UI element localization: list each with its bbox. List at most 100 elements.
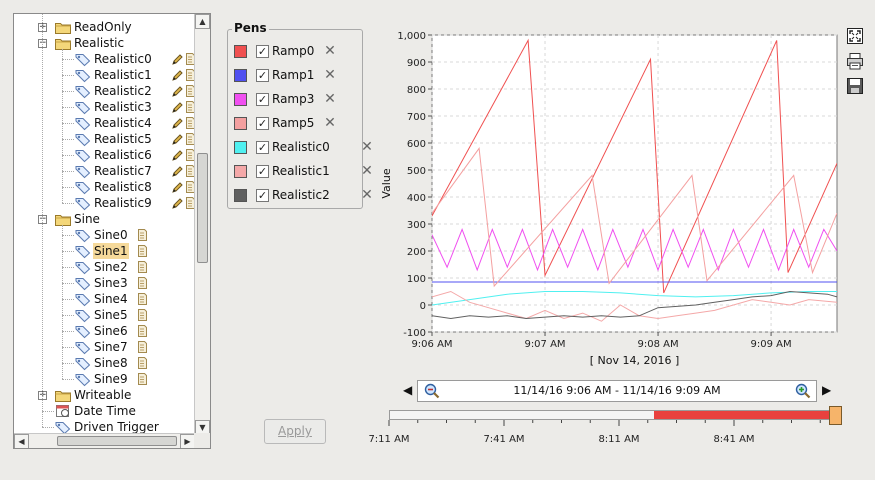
tree-item-sine1[interactable]: Sine1: [14, 243, 195, 259]
remove-pen-icon[interactable]: ✕: [361, 139, 373, 155]
pen-visible-checkbox[interactable]: ✓: [256, 117, 269, 130]
tree-item-sine8[interactable]: Sine8: [14, 355, 195, 371]
print-icon[interactable]: [846, 52, 864, 70]
tag-icon: [74, 115, 92, 131]
tree-item-sine2[interactable]: Sine2: [14, 259, 195, 275]
remove-pen-icon[interactable]: ✕: [361, 163, 373, 179]
apply-button[interactable]: Apply: [264, 419, 326, 444]
horizontal-scroll-thumb[interactable]: [57, 436, 177, 446]
fit-to-screen-icon[interactable]: [846, 27, 864, 45]
tag-icon: [74, 307, 92, 323]
trend-chart[interactable]: 1,0009008007006005004003002001000-1009:0…: [365, 20, 875, 375]
folder-icon: [54, 35, 72, 51]
scroll-up-button[interactable]: ▲: [195, 14, 210, 29]
series-line-realistic1[interactable]: [432, 290, 837, 322]
date-time-icon: [54, 403, 72, 419]
pen-color-swatch[interactable]: [234, 141, 247, 154]
tag-icon: [74, 323, 92, 339]
remove-pen-icon[interactable]: ✕: [324, 115, 336, 131]
slider-tick-label: 7:41 AM: [483, 434, 524, 445]
pen-row-realistic1: ✓ Realistic1 ✕: [234, 162, 373, 180]
remove-pen-icon[interactable]: ✕: [361, 187, 373, 203]
tree-connector: [62, 235, 74, 236]
tag-browser-tree[interactable]: + ReadOnly − Realistic Realistic0 Realistic1 R…: [13, 13, 211, 449]
pen-visible-checkbox[interactable]: ✓: [256, 45, 269, 58]
tree-connector: [42, 14, 43, 427]
date-range-slider-handle[interactable]: [829, 406, 842, 425]
pen-visible-checkbox[interactable]: ✓: [256, 93, 269, 106]
series-line-realistic2[interactable]: [432, 290, 837, 320]
tag-icon: [74, 195, 92, 211]
tree-connector: [62, 251, 74, 252]
zoom-in-icon[interactable]: [795, 383, 811, 399]
tree-item-sine6[interactable]: Sine6: [14, 323, 195, 339]
plot-area[interactable]: [431, 34, 838, 333]
pen-visible-checkbox[interactable]: ✓: [256, 189, 269, 202]
tree-item-realistic5[interactable]: Realistic5: [14, 131, 195, 147]
pen-color-swatch[interactable]: [234, 189, 247, 202]
tree-item-label: Sine7: [94, 340, 128, 354]
y-tick-label: 200: [407, 247, 426, 258]
pen-visible-checkbox[interactable]: ✓: [256, 69, 269, 82]
date-range-slider-track[interactable]: [389, 410, 830, 420]
pen-color-swatch[interactable]: [234, 45, 247, 58]
pen-visible-checkbox[interactable]: ✓: [256, 141, 269, 154]
zoom-out-icon[interactable]: [424, 383, 440, 399]
tree-item-sine0[interactable]: Sine0: [14, 227, 195, 243]
tree-item-label: Realistic2: [94, 84, 152, 98]
tree-item-sine9[interactable]: Sine9: [14, 371, 195, 387]
tree-item-realistic8[interactable]: Realistic8: [14, 179, 195, 195]
y-tick-label: 700: [407, 112, 426, 123]
series-line-realistic0[interactable]: [432, 291, 837, 306]
selected-range-fill[interactable]: [654, 411, 830, 419]
x-tick-label: 9:07 AM: [524, 339, 565, 350]
tree-connector: [62, 59, 74, 60]
pen-visible-checkbox[interactable]: ✓: [256, 165, 269, 178]
pen-color-swatch[interactable]: [234, 165, 247, 178]
range-back-arrow[interactable]: ◀: [403, 383, 413, 397]
tree-item-label: Realistic7: [94, 164, 152, 178]
tree-item-sine5[interactable]: Sine5: [14, 307, 195, 323]
range-forward-arrow[interactable]: ▶: [822, 383, 832, 397]
vertical-scroll-thumb[interactable]: [197, 153, 208, 263]
tree-item-realistic6[interactable]: Realistic6: [14, 147, 195, 163]
pen-row-ramp1: ✓ Ramp1 ✕: [234, 66, 359, 84]
tree-item-driven-trigger[interactable]: Driven Trigger: [14, 419, 195, 435]
scroll-down-button[interactable]: ▼: [195, 420, 210, 435]
scroll-left-button[interactable]: ◀: [14, 434, 29, 448]
scroll-right-button[interactable]: ▶: [180, 434, 195, 448]
history-enabled-icon: [135, 276, 149, 290]
pen-color-swatch[interactable]: [234, 93, 247, 106]
tree-item-realistic[interactable]: − Realistic: [14, 35, 195, 51]
tree-vertical-scrollbar[interactable]: ▲ ▼: [194, 14, 210, 435]
series-line-ramp0[interactable]: [432, 38, 837, 294]
history-enabled-icon: [135, 244, 149, 258]
y-tick-label: 600: [407, 139, 426, 150]
tree-item-realistic3[interactable]: Realistic3: [14, 99, 195, 115]
tree-item-realistic2[interactable]: Realistic2: [14, 83, 195, 99]
y-tick-label: 300: [407, 220, 426, 231]
tree-item-date-time[interactable]: Date Time: [14, 403, 195, 419]
series-line-ramp5[interactable]: [432, 147, 837, 288]
tree-item-realistic7[interactable]: Realistic7: [14, 163, 195, 179]
tree-item-label: ReadOnly: [74, 20, 132, 34]
save-icon[interactable]: [846, 77, 864, 95]
tree-item-sine3[interactable]: Sine3: [14, 275, 195, 291]
tree-item-realistic4[interactable]: Realistic4: [14, 115, 195, 131]
tree-item-sine7[interactable]: Sine7: [14, 339, 195, 355]
tree-horizontal-scrollbar[interactable]: ◀ ▶: [14, 433, 195, 448]
tree-item-realistic9[interactable]: Realistic9: [14, 195, 195, 211]
pen-name: Realistic2: [272, 188, 330, 202]
remove-pen-icon[interactable]: ✕: [324, 43, 336, 59]
pen-color-swatch[interactable]: [234, 69, 247, 82]
tree-item-realistic0[interactable]: Realistic0: [14, 51, 195, 67]
tree-item-label: Sine2: [94, 260, 128, 274]
tree-item-sine4[interactable]: Sine4: [14, 291, 195, 307]
remove-pen-icon[interactable]: ✕: [324, 67, 336, 83]
tree-connector: [62, 49, 63, 203]
pen-name: Ramp3: [272, 92, 315, 106]
tree-item-realistic1[interactable]: Realistic1: [14, 67, 195, 83]
pen-color-swatch[interactable]: [234, 117, 247, 130]
remove-pen-icon[interactable]: ✕: [324, 91, 336, 107]
tree-connector: [62, 91, 74, 92]
